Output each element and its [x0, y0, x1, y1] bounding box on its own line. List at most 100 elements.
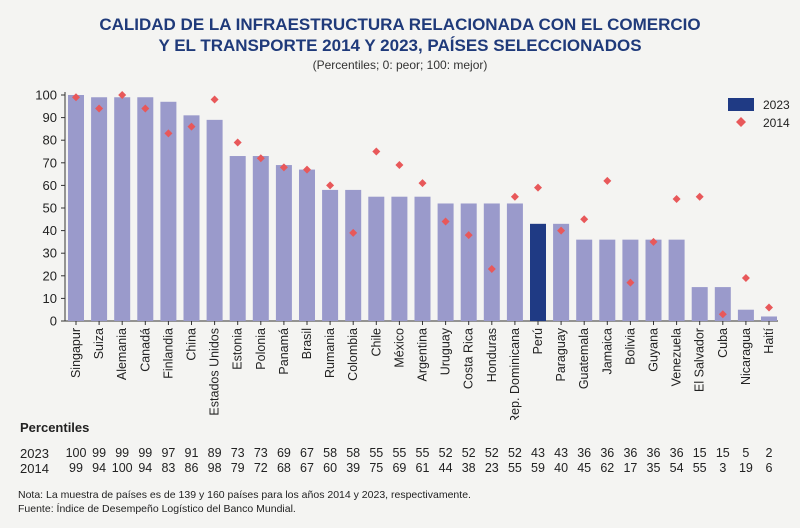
bar-2023	[645, 239, 662, 321]
table-cell-2014: 59	[531, 461, 545, 475]
bar-chart: 0 10 20 30 40 50 60 70 80 90 100 Singapur Suiza Alema…	[35, 88, 790, 421]
table-cell-2023: 52	[438, 446, 453, 460]
table-cell-2014: 86	[184, 461, 199, 475]
marker-2014	[649, 237, 658, 246]
x-category-label: Bolivia	[623, 328, 637, 365]
chart-title-line-2: Y EL TRANSPORTE 2014 Y 2023, PAÍSES SELE…	[158, 36, 642, 55]
bar-2023	[391, 196, 408, 321]
x-category-label: Rep. Dominicana	[508, 328, 522, 420]
bar-2023	[183, 115, 200, 321]
x-category-label: China	[185, 328, 199, 361]
bar-2023	[345, 189, 362, 321]
table-cell-2023: 99	[138, 446, 153, 460]
table-cell-2014: 72	[253, 461, 268, 475]
x-category-label: Canadá	[138, 328, 152, 372]
table-cell-2023: 97	[161, 446, 176, 460]
marker-2014	[256, 154, 265, 163]
y-tick-label: 60	[43, 178, 57, 193]
x-category-label: Perú	[531, 328, 545, 354]
y-tick-label: 0	[50, 314, 57, 329]
table-cell-2023: 73	[253, 446, 268, 460]
y-tick-label: 90	[43, 110, 57, 125]
bar-2023	[252, 156, 269, 321]
marker-2014	[395, 161, 404, 170]
bar-2023	[414, 196, 431, 321]
table-cell-2014: 68	[276, 461, 291, 475]
marker-2014	[626, 278, 635, 287]
table-cell-2023: 100	[65, 446, 87, 460]
marker-2014	[233, 138, 242, 147]
table-cell-2023: 52	[461, 446, 476, 460]
chart-title-line-1: CALIDAD DE LA INFRAESTRUCTURA RELACIONAD…	[99, 15, 701, 34]
table-cell-2014: 54	[669, 461, 684, 475]
table-cell-2023: 69	[276, 446, 291, 460]
table-cell-2014: 62	[600, 461, 615, 475]
x-category-label: Haití	[762, 327, 776, 353]
marker-2014	[441, 217, 450, 226]
table-cell-2014: 55	[507, 461, 522, 475]
x-category-label: Uruguay	[439, 327, 453, 375]
table-cell-2014: 55	[692, 461, 707, 475]
table-cell-2023: 58	[346, 446, 361, 460]
table-cell-2014: 69	[392, 461, 407, 475]
x-category-label: Argentina	[416, 328, 430, 382]
legend-swatch-2023	[728, 98, 754, 111]
x-category-label: Venezuela	[670, 328, 684, 386]
legend-marker-2014	[736, 117, 746, 127]
marker-2014	[741, 274, 750, 283]
chart-title: CALIDAD DE LA INFRAESTRUCTURA RELACIONAD…	[0, 14, 800, 56]
y-tick-label: 100	[35, 88, 57, 103]
table-cell-2014: 45	[577, 461, 592, 475]
table-cell-2014: 40	[554, 461, 569, 475]
table-cell-2014: 99	[69, 461, 83, 475]
x-category-label: Estados Unidos	[208, 328, 222, 416]
table-cell-2014: 17	[623, 461, 638, 475]
table-cell-2023: 36	[623, 446, 638, 460]
x-category-label: Costa Rica	[462, 328, 476, 389]
marker-2014	[118, 91, 127, 99]
bar-2023	[530, 223, 546, 321]
x-category-label: El Salvador	[693, 328, 707, 392]
marker-2014	[487, 265, 496, 274]
x-category-label: Guatemala	[577, 328, 591, 389]
table-cell-2014: 94	[92, 461, 107, 475]
table-cell-2014: 75	[369, 461, 384, 475]
bar-2023	[691, 287, 708, 321]
table-cell-2023: 55	[369, 446, 384, 460]
bar-2023	[322, 189, 339, 321]
table-cell-2014: 94	[138, 461, 153, 475]
y-tick-label: 80	[43, 133, 57, 148]
table-cell-2014: 61	[415, 461, 430, 475]
x-category-label: Finlandia	[161, 328, 175, 379]
y-tick-label: 50	[43, 201, 57, 216]
source-note: Fuente: Índice de Desempeño Logístico de…	[18, 503, 296, 515]
marker-2014	[672, 194, 681, 203]
bar-2023	[299, 169, 315, 321]
table-cell-2023: 52	[507, 446, 522, 460]
table-cell-2023: 73	[230, 446, 245, 460]
table-cell-2023: 89	[207, 446, 222, 460]
marker-2014	[557, 226, 566, 235]
marker-2014	[510, 192, 519, 201]
table-cell-2023: 52	[484, 446, 499, 460]
table-cell-2014: 6	[765, 461, 773, 475]
x-category-label: Polonia	[254, 328, 268, 370]
bar-2023	[714, 287, 731, 321]
marker-2014	[372, 147, 381, 156]
marker-2014	[464, 231, 473, 240]
table-cell-2023: 91	[184, 446, 199, 460]
marker-2014	[210, 95, 219, 104]
table-cell-2014: 23	[484, 461, 499, 475]
bar-2023	[114, 97, 131, 321]
table-cell-2023: 43	[554, 446, 569, 460]
marker-2014	[718, 310, 727, 319]
table-cell-2014: 67	[300, 461, 314, 475]
marker-2014	[164, 129, 173, 138]
marker-2014	[349, 228, 358, 237]
table-cell-2023: 99	[115, 446, 130, 460]
y-tick-label: 10	[43, 291, 57, 306]
table-cell-2014: 19	[738, 461, 753, 475]
y-tick-label: 70	[43, 155, 57, 170]
table-cell-2014: 98	[207, 461, 222, 475]
table-cell-2023: 5	[742, 446, 750, 460]
